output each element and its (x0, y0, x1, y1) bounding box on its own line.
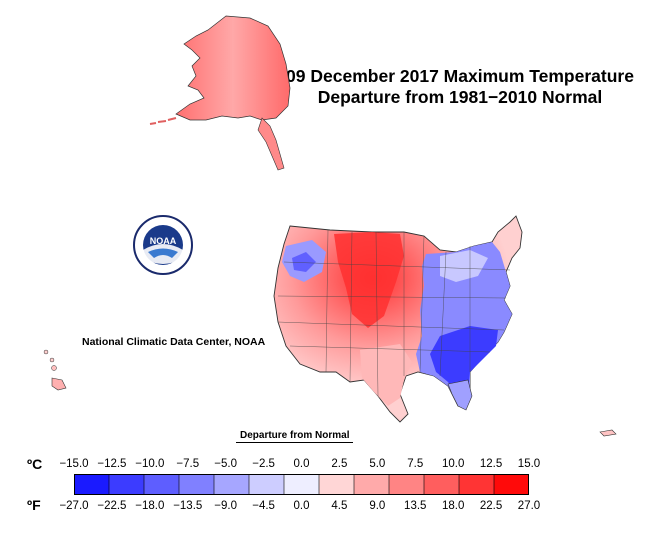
celsius-tick-label: −7.5 (176, 458, 200, 470)
great-lakes-light-cold (440, 250, 488, 282)
legend-color-swatch (319, 474, 355, 495)
fahrenheit-tick-label: −18.0 (135, 500, 165, 512)
aleutian-islands (149, 117, 177, 125)
fahrenheit-tick-label: 22.5 (479, 500, 503, 512)
celsius-tick-label: 15.0 (517, 458, 541, 470)
fahrenheit-tick-label: 0.0 (293, 500, 310, 512)
map-title-line-1: 09 December 2017 Maximum Temperature (286, 66, 634, 86)
conus-map (273, 215, 523, 423)
celsius-tick-label: −15.0 (59, 458, 89, 470)
hawaii-map (43, 349, 67, 391)
celsius-tick-label: 12.5 (479, 458, 503, 470)
legend-color-swatch (494, 474, 529, 495)
celsius-tick-label: −5.0 (214, 458, 238, 470)
legend-caption: Departure from Normal (236, 430, 354, 443)
southeast-strong-cold (430, 326, 498, 398)
legend-color-swatch (354, 474, 390, 495)
legend-color-swatch (109, 474, 145, 495)
state-boundaries (277, 229, 511, 397)
legend-color-swatch (424, 474, 460, 495)
fahrenheit-tick-label: −13.5 (173, 500, 203, 512)
fahrenheit-tick-labels: −27.0 −22.5 −18.0 −13.5 −9.0 −4.5 0.0 4.5 9.0 13.… (50, 500, 550, 514)
celsius-tick-label: −2.5 (252, 458, 275, 470)
alaska-panhandle (257, 117, 285, 171)
fahrenheit-tick-label: −9.0 (214, 500, 238, 512)
noaa-logo-text: NOAA (150, 236, 177, 246)
map-title-line-2: Departure from 1981−2010 Normal (317, 87, 603, 107)
legend-color-swatch (74, 474, 110, 495)
legend-color-swatch (389, 474, 425, 495)
fahrenheit-tick-label: 4.5 (331, 500, 348, 512)
celsius-tick-labels: −15.0 −12.5 −10.0 −7.5 −5.0 −2.5 0.0 2.5 5.0 7.5 1… (50, 458, 550, 472)
fahrenheit-tick-label: −22.5 (97, 500, 127, 512)
florida-peninsula (447, 379, 473, 411)
fahrenheit-tick-label: −27.0 (59, 500, 89, 512)
legend-colorbar-frame (74, 474, 529, 495)
celsius-unit-label: ºC (27, 456, 43, 472)
celsius-tick-label: 2.5 (331, 458, 348, 470)
legend-color-swatch (214, 474, 250, 495)
celsius-tick-label: 10.0 (441, 458, 465, 470)
alaska-map (149, 15, 291, 171)
legend-color-swatch (249, 474, 285, 495)
celsius-tick-label: 7.5 (407, 458, 424, 470)
celsius-tick-label: −12.5 (97, 458, 127, 470)
alaska-mainland (175, 15, 291, 121)
celsius-tick-label: 0.0 (293, 458, 310, 470)
celsius-tick-label: −10.0 (135, 458, 165, 470)
legend-color-swatch (179, 474, 215, 495)
fahrenheit-tick-label: 9.0 (369, 500, 386, 512)
map-title: 09 December 2017 Maximum Temperature Dep… (280, 66, 640, 108)
legend-color-swatch (284, 474, 320, 495)
fahrenheit-tick-label: 13.5 (404, 500, 427, 512)
legend-color-swatch (459, 474, 495, 495)
northwest-strong-cold (292, 252, 316, 272)
legend-color-swatch (144, 474, 180, 495)
fahrenheit-tick-label: −4.5 (252, 500, 275, 512)
puerto-rico-map (599, 429, 617, 437)
fahrenheit-unit-label: ºF (27, 497, 41, 513)
fahrenheit-tick-label: 27.0 (517, 500, 541, 512)
fahrenheit-tick-label: 18.0 (441, 500, 465, 512)
credit-label: National Climatic Data Center, NOAA (82, 336, 266, 348)
legend-colorbar (74, 474, 529, 495)
celsius-tick-label: 5.0 (369, 458, 386, 470)
texas-light-warm (360, 344, 412, 406)
noaa-logo: NOAA (133, 215, 193, 275)
